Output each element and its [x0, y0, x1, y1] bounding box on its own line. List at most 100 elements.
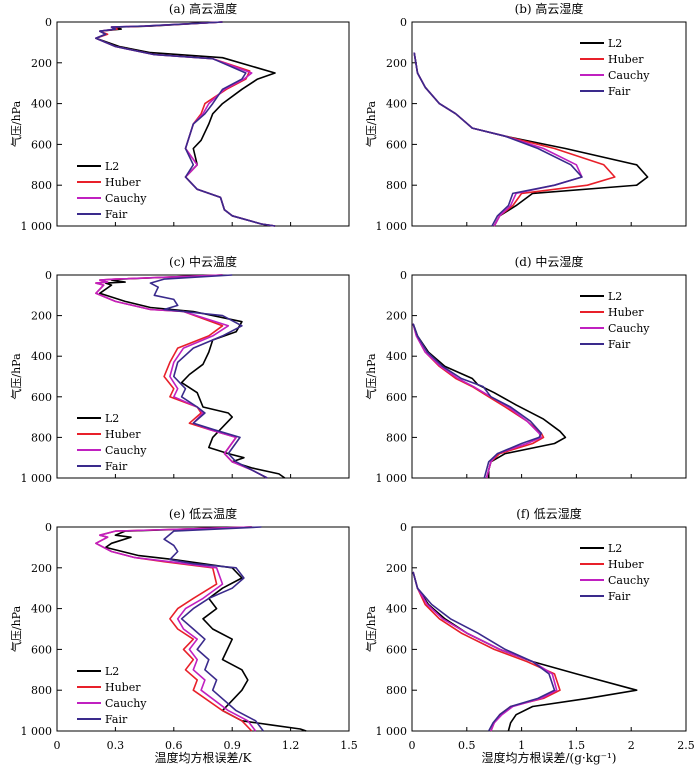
plot-frame: [411, 21, 687, 227]
y-tick-label: 1 000: [21, 725, 53, 738]
chart-panel-4: (d) 中云湿度 0 200 400 600 800 1 000 气压/hPa L2 Huber C…: [364, 254, 687, 485]
panel-title: (d) 中云湿度: [515, 254, 584, 269]
series-line-cauchy: [413, 52, 583, 227]
y-tick-label: 0: [45, 16, 52, 29]
plot-frame: [56, 526, 350, 732]
legend: L2 Huber Cauchy Fair: [77, 665, 147, 726]
y-axis-label: 气压/hPa: [9, 100, 23, 147]
legend-label: Cauchy: [105, 444, 147, 457]
series-line-fair: [413, 52, 583, 227]
x-tick-label: 2: [628, 739, 635, 752]
x-tick-label: 1.2: [282, 739, 300, 752]
y-tick-label: 600: [31, 138, 52, 151]
legend: L2 Huber Cauchy Fair: [77, 412, 147, 473]
legend: L2 Huber Cauchy Fair: [580, 542, 650, 603]
legend-label: Cauchy: [105, 697, 147, 710]
x-tick-label: 0.3: [107, 739, 125, 752]
plot-frame: [411, 274, 687, 479]
x-tick-label: 0.5: [458, 739, 476, 752]
legend-label: L2: [105, 160, 119, 173]
legend-label: L2: [105, 412, 119, 425]
legend-label: L2: [608, 290, 622, 303]
x-tick-label: 1: [518, 739, 525, 752]
legend-label: Fair: [608, 590, 631, 603]
x-tick-label: 1.5: [340, 739, 358, 752]
y-tick-label: 200: [386, 562, 407, 575]
y-tick-label: 1 000: [21, 220, 53, 233]
y-tick-label: 400: [386, 603, 407, 616]
series-line-l2: [99, 274, 286, 479]
x-tick-label: 0.6: [165, 739, 183, 752]
y-tick-label: 800: [386, 431, 407, 444]
y-tick-label: 0: [400, 521, 407, 534]
y-tick-label: 800: [31, 179, 52, 192]
series-line-cauchy: [412, 323, 543, 479]
y-tick-label: 400: [31, 350, 52, 363]
chart-panel-5: (e) 低云温度 0 200 400 600 800 1 000 气压/hPa 0 0.3 0.6 0…: [9, 506, 358, 752]
y-tick-label: 800: [31, 431, 52, 444]
legend-label: L2: [608, 542, 622, 555]
legend-label: Huber: [105, 681, 141, 694]
x-tick-label: 0: [54, 739, 61, 752]
series-line-l2: [412, 571, 638, 732]
legend-label: Cauchy: [608, 574, 650, 587]
chart-panel-2: (b) 高云湿度 0 200 400 600 800 1 000 气压/hPa L2 Huber C…: [364, 1, 687, 233]
series-line-l2: [412, 323, 567, 478]
y-tick-label: 200: [31, 562, 52, 575]
series-line-cauchy: [95, 274, 268, 479]
y-axis-label: 气压/hPa: [9, 605, 23, 652]
series-line-cauchy: [95, 526, 257, 732]
y-tick-label: 0: [45, 521, 52, 534]
legend-label: Huber: [105, 428, 141, 441]
y-tick-label: 400: [31, 603, 52, 616]
plot-frame: [56, 21, 350, 227]
legend-label: Huber: [608, 53, 644, 66]
y-tick-label: 1 000: [376, 220, 408, 233]
x-tick-label: 1.5: [568, 739, 586, 752]
y-tick-label: 600: [386, 643, 407, 656]
y-axis-label: 气压/hPa: [364, 353, 378, 400]
legend-label: Huber: [608, 306, 644, 319]
y-tick-label: 0: [45, 269, 52, 282]
y-tick-label: 200: [386, 57, 407, 70]
plot-frame: [56, 274, 350, 479]
series-line-huber: [412, 323, 545, 479]
y-tick-label: 800: [386, 179, 407, 192]
panel-title: (a) 高云温度: [169, 1, 237, 16]
y-tick-label: 0: [400, 16, 407, 29]
legend: L2 Huber Cauchy Fair: [580, 37, 650, 98]
y-tick-label: 200: [31, 57, 52, 70]
y-tick-label: 800: [31, 684, 52, 697]
y-tick-label: 400: [31, 98, 52, 111]
panel-title: (e) 低云温度: [169, 506, 237, 521]
plot-frame: [411, 526, 687, 732]
legend: L2 Huber Cauchy Fair: [77, 160, 147, 221]
series-line-cauchy: [412, 571, 558, 732]
y-tick-label: 0: [400, 269, 407, 282]
legend-label: Cauchy: [608, 322, 650, 335]
series-line-fair: [149, 274, 268, 479]
series-line-l2: [104, 526, 307, 732]
y-tick-label: 400: [386, 350, 407, 363]
legend-label: L2: [608, 37, 622, 50]
y-tick-label: 600: [386, 138, 407, 151]
legend-label: Fair: [105, 460, 128, 473]
series-line-huber: [412, 571, 561, 732]
x-tick-label: 0.9: [223, 739, 241, 752]
chart-panel-3: (c) 中云温度 0 200 400 600 800 1 000 气压/hPa L2 Huber C…: [9, 254, 350, 485]
y-tick-label: 1 000: [21, 472, 53, 485]
legend-label: Huber: [608, 558, 644, 571]
y-tick-label: 600: [386, 391, 407, 404]
legend: L2 Huber Cauchy Fair: [580, 290, 650, 351]
legend-label: Fair: [608, 85, 631, 98]
y-tick-label: 200: [386, 310, 407, 323]
legend-label: Fair: [608, 338, 631, 351]
legend-label: Fair: [105, 208, 128, 221]
series-line-fair: [163, 526, 264, 732]
legend-label: Cauchy: [105, 192, 147, 205]
legend-label: L2: [105, 665, 119, 678]
chart-panel-6: (f) 低云湿度 0 200 400 600 800 1 000 气压/hPa 0 0.5 1 1.5…: [364, 506, 695, 752]
x-tick-label: 2.5: [677, 739, 695, 752]
x-axis-label-temperature: 温度均方根误差/K: [154, 750, 252, 765]
